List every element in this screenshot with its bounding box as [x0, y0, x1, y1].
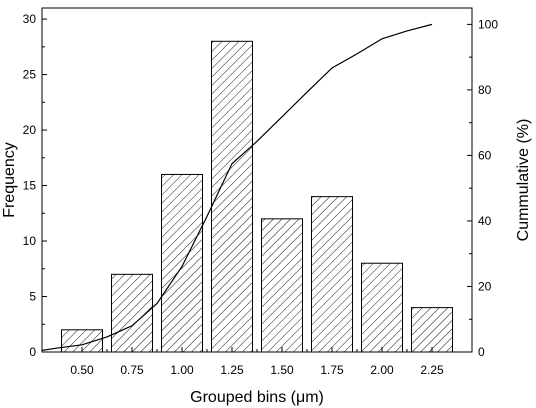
- y2-tick-label: 20: [478, 279, 492, 293]
- bar-1.00: [161, 173, 203, 353]
- y-tick-label: 20: [23, 123, 37, 137]
- y2-tick-label: 100: [478, 17, 498, 31]
- cumulative-line: [41, 23, 433, 351]
- x-tick-label: 1.75: [320, 363, 344, 377]
- y2-axis-title: Cummulative (%): [515, 119, 532, 242]
- y2-tick-label: 60: [478, 148, 492, 162]
- bar-1.50: [261, 218, 303, 353]
- cumulative-line-layer: [41, 23, 433, 351]
- bar-1.25: [211, 40, 253, 353]
- y-tick-label: 0: [29, 345, 36, 359]
- y-tick-label: 25: [23, 68, 37, 82]
- y-tick-label: 15: [23, 179, 37, 193]
- x-tick-label: 0.50: [70, 363, 94, 377]
- plot-frame: [41, 7, 473, 353]
- bars-layer: [61, 40, 453, 353]
- y-tick-label: 5: [29, 290, 36, 304]
- y2-tick-label: 0: [478, 345, 485, 359]
- y2-tick-label: 80: [478, 83, 492, 97]
- bar-1.75: [311, 196, 353, 353]
- x-tick-label: 2.25: [420, 363, 444, 377]
- x-tick-label: 1.00: [170, 363, 194, 377]
- x-tick-label: 0.75: [120, 363, 144, 377]
- axes-layer: 0.50 0.75 1.00 1.25 1.50 1.75 2.00 2.25 0 5 10 15 20…: [23, 12, 499, 377]
- bar-2.25: [411, 307, 453, 353]
- bar-2.00: [361, 262, 403, 353]
- x-tick-label: 1.50: [270, 363, 294, 377]
- y-axis-title: Frequency: [1, 142, 18, 218]
- y-tick-label: 30: [23, 12, 37, 26]
- x-tick-label: 1.25: [220, 363, 244, 377]
- y2-tick-label: 40: [478, 214, 492, 228]
- x-axis-title: Grouped bins (μm): [190, 389, 324, 406]
- y-tick-label: 10: [23, 234, 37, 248]
- x-tick-label: 2.00: [370, 363, 394, 377]
